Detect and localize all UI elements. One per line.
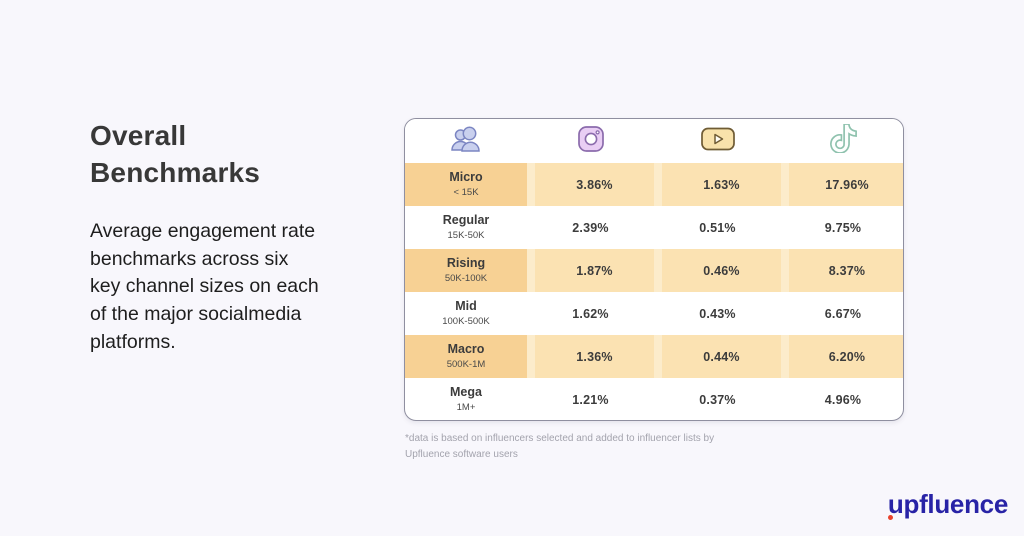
page-description: Average engagement rate benchmarks acros…: [90, 219, 319, 353]
header-cell-tiktok: [781, 119, 903, 163]
tiktok-value: 4.96%: [824, 392, 862, 407]
data-source-footnote: *data is based on influencers selected a…: [405, 431, 714, 462]
table-row-rising: Rising 50K-100K 1.87% 0.46% 8.37%: [405, 249, 903, 292]
value-cell: 1.62%: [527, 292, 654, 335]
youtube-value: 0.44%: [703, 349, 740, 364]
tier-range: < 15K: [453, 187, 479, 199]
table-row-macro: Macro 500K-1M 1.36% 0.44% 6.20%: [405, 335, 903, 378]
table-row-mega: Mega 1M+ 1.21% 0.37% 4.96%: [405, 378, 903, 420]
benchmarks-table-card: Micro < 15K 3.86% 1.63% 17.96% Regular 1…: [404, 118, 904, 421]
logo-wordmark: upfluence: [887, 489, 1008, 520]
value-cell: 2.39%: [527, 206, 654, 249]
youtube-value: 0.43%: [699, 306, 736, 321]
value-cell: 1.21%: [527, 378, 654, 420]
tier-range: 1M+: [456, 402, 476, 414]
value-cell: 6.20%: [781, 335, 903, 378]
tier-label: Regular: [442, 213, 490, 228]
tier-cell: Rising 50K-100K: [405, 249, 527, 292]
page-title: Overall Benchmarks: [90, 120, 261, 188]
header-cell-audience: [405, 119, 527, 163]
header-cell-instagram: [527, 119, 654, 163]
logo-text: upfluence: [887, 489, 1008, 519]
tier-label: Micro: [449, 170, 483, 185]
tier-label: Macro: [447, 342, 485, 357]
value-cell: 1.87%: [527, 249, 654, 292]
upfluence-logo: upfluence: [887, 489, 1008, 520]
value-cell: 4.96%: [781, 378, 903, 420]
tier-cell: Regular 15K-50K: [405, 206, 527, 249]
intro-panel: Overall Benchmarks Average engagement ra…: [90, 118, 350, 356]
value-cell: 3.86%: [527, 163, 654, 206]
value-cell: 0.44%: [654, 335, 781, 378]
tiktok-value: 8.37%: [828, 263, 866, 278]
youtube-value: 1.63%: [703, 177, 740, 192]
tier-range: 100K-500K: [442, 316, 490, 328]
youtube-value: 0.46%: [703, 263, 740, 278]
benchmarks-table: Micro < 15K 3.86% 1.63% 17.96% Regular 1…: [405, 119, 903, 420]
tier-cell: Mid 100K-500K: [405, 292, 527, 335]
tier-range: 15K-50K: [447, 230, 485, 242]
tier-label: Mega: [450, 385, 482, 400]
value-cell: 0.46%: [654, 249, 781, 292]
logo-red-dot-icon: [887, 515, 893, 520]
audience-icon: [449, 125, 483, 153]
value-cell: 0.37%: [654, 378, 781, 420]
value-cell: 0.43%: [654, 292, 781, 335]
footnote-line2: Upfluence software users: [405, 448, 518, 460]
table-row-mid: Mid 100K-500K 1.62% 0.43% 6.67%: [405, 292, 903, 335]
tier-range: 500K-1M: [446, 359, 486, 371]
tier-cell: Mega 1M+: [405, 378, 527, 420]
instagram-value: 1.62%: [572, 306, 609, 321]
instagram-value: 1.21%: [572, 392, 609, 407]
tier-cell: Micro < 15K: [405, 163, 527, 206]
value-cell: 1.36%: [527, 335, 654, 378]
instagram-value: 1.36%: [576, 349, 613, 364]
youtube-value: 0.51%: [699, 220, 736, 235]
value-cell: 9.75%: [781, 206, 903, 249]
youtube-value: 0.37%: [699, 392, 736, 407]
tier-cell: Macro 500K-1M: [405, 335, 527, 378]
tier-label: Rising: [446, 256, 486, 271]
tiktok-value: 6.20%: [828, 349, 866, 364]
value-cell: 8.37%: [781, 249, 903, 292]
tier-range: 50K-100K: [444, 273, 488, 285]
table-row-micro: Micro < 15K 3.86% 1.63% 17.96%: [405, 163, 903, 206]
tiktok-value: 9.75%: [824, 220, 862, 235]
value-cell: 6.67%: [781, 292, 903, 335]
instagram-value: 3.86%: [576, 177, 613, 192]
tiktok-icon: [829, 123, 858, 154]
footnote-line1: *data is based on influencers selected a…: [405, 433, 715, 444]
table-row-regular: Regular 15K-50K 2.39% 0.51% 9.75%: [405, 206, 903, 249]
tiktok-value: 17.96%: [825, 177, 869, 192]
tiktok-value: 6.67%: [824, 306, 862, 321]
instagram-icon: [576, 124, 606, 154]
header-cell-youtube: [654, 119, 781, 163]
tier-label: Mid: [455, 299, 477, 314]
instagram-value: 2.39%: [572, 220, 609, 235]
value-cell: 17.96%: [781, 163, 903, 206]
table-header-row: [405, 119, 903, 163]
instagram-value: 1.87%: [576, 263, 613, 278]
value-cell: 1.63%: [654, 163, 781, 206]
value-cell: 0.51%: [654, 206, 781, 249]
youtube-icon: [700, 126, 736, 152]
